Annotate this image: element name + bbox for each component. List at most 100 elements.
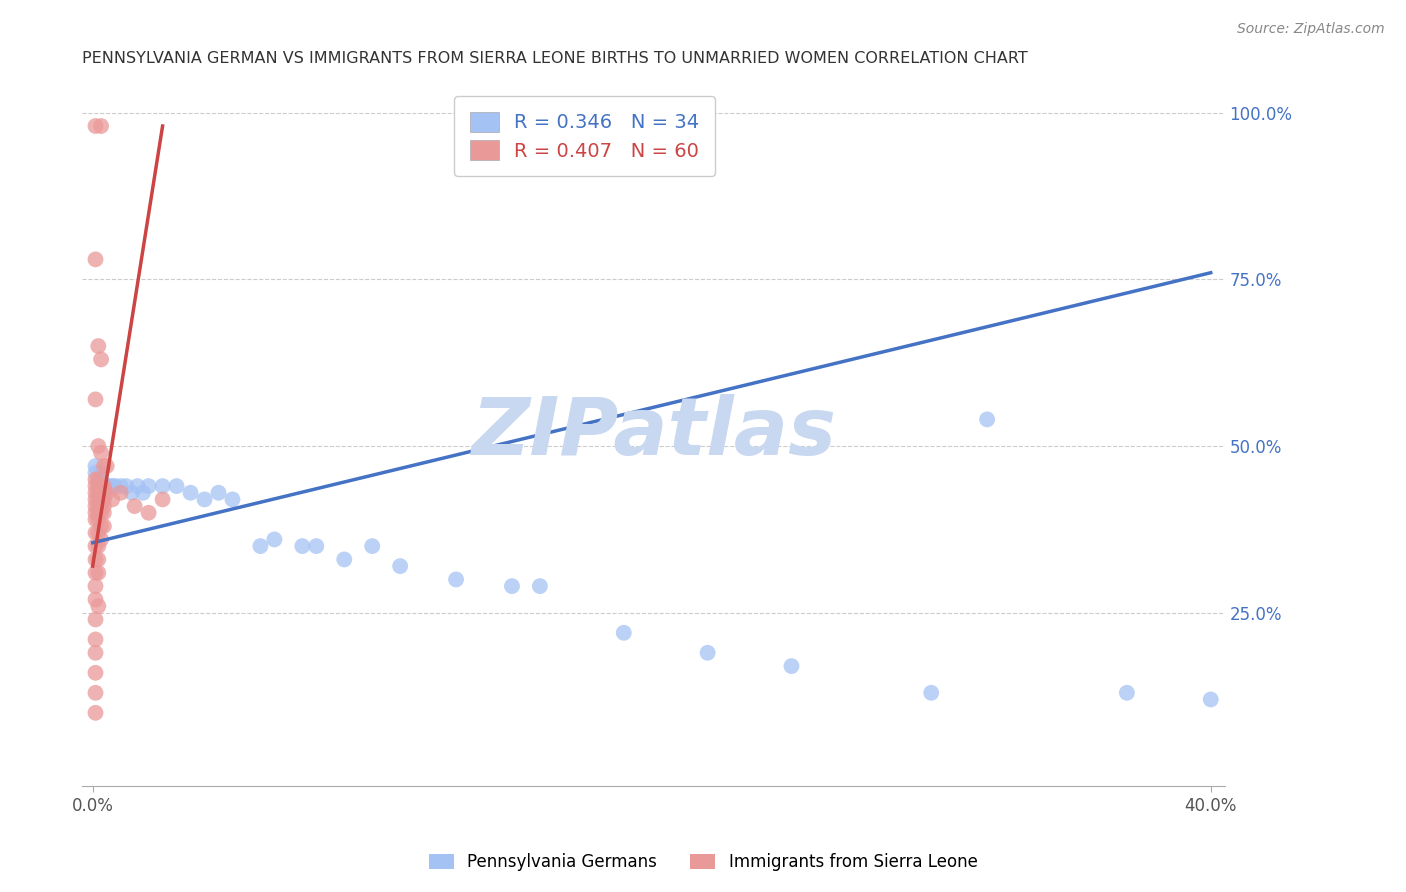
Point xyxy=(87,525,110,540)
Point xyxy=(104,479,127,493)
Point xyxy=(1199,692,1222,706)
Point xyxy=(84,686,107,700)
Point xyxy=(84,466,107,480)
Point xyxy=(166,479,188,493)
Point xyxy=(115,479,138,493)
Point xyxy=(84,665,107,680)
Point xyxy=(90,499,112,513)
Point xyxy=(84,119,107,133)
Point xyxy=(93,459,115,474)
Point xyxy=(87,339,110,353)
Point xyxy=(221,492,243,507)
Point xyxy=(444,573,467,587)
Point xyxy=(90,492,112,507)
Point xyxy=(84,632,107,647)
Point xyxy=(1115,686,1137,700)
Point xyxy=(207,485,229,500)
Point xyxy=(780,659,803,673)
Point xyxy=(93,492,115,507)
Point xyxy=(529,579,551,593)
Point xyxy=(84,566,107,580)
Point xyxy=(84,485,107,500)
Point xyxy=(84,552,107,566)
Point xyxy=(696,646,718,660)
Text: ZIPatlas: ZIPatlas xyxy=(471,393,835,472)
Point xyxy=(110,485,132,500)
Point xyxy=(501,579,523,593)
Point xyxy=(87,599,110,613)
Point xyxy=(90,506,112,520)
Point xyxy=(93,499,115,513)
Point xyxy=(101,479,124,493)
Point xyxy=(305,539,328,553)
Point xyxy=(110,479,132,493)
Point xyxy=(87,485,110,500)
Point xyxy=(90,446,112,460)
Point xyxy=(333,552,356,566)
Point xyxy=(84,706,107,720)
Point xyxy=(101,492,124,507)
Point xyxy=(138,506,160,520)
Point xyxy=(84,646,107,660)
Point xyxy=(84,512,107,526)
Text: Source: ZipAtlas.com: Source: ZipAtlas.com xyxy=(1237,22,1385,37)
Point xyxy=(87,552,110,566)
Point xyxy=(84,539,107,553)
Point xyxy=(976,412,998,426)
Point xyxy=(90,533,112,547)
Point xyxy=(87,492,110,507)
Point xyxy=(361,539,384,553)
Point xyxy=(96,479,118,493)
Point xyxy=(96,485,118,500)
Point xyxy=(84,612,107,626)
Point xyxy=(90,352,112,367)
Point xyxy=(152,492,174,507)
Point xyxy=(291,539,314,553)
Point xyxy=(249,539,271,553)
Point xyxy=(93,485,115,500)
Point xyxy=(84,592,107,607)
Point xyxy=(87,539,110,553)
Point xyxy=(613,625,636,640)
Point xyxy=(87,472,110,486)
Point xyxy=(87,506,110,520)
Point xyxy=(263,533,285,547)
Point xyxy=(389,559,412,574)
Point xyxy=(84,525,107,540)
Point xyxy=(90,485,112,500)
Point xyxy=(90,519,112,533)
Legend: Pennsylvania Germans, Immigrants from Sierra Leone: Pennsylvania Germans, Immigrants from Si… xyxy=(420,845,986,880)
Point xyxy=(84,506,107,520)
Legend: R = 0.346   N = 34, R = 0.407   N = 60: R = 0.346 N = 34, R = 0.407 N = 60 xyxy=(454,96,716,176)
Point xyxy=(84,492,107,507)
Point xyxy=(93,506,115,520)
Point xyxy=(84,472,107,486)
Point xyxy=(87,566,110,580)
Point xyxy=(127,479,149,493)
Point xyxy=(84,252,107,267)
Point xyxy=(90,472,112,486)
Point xyxy=(98,479,121,493)
Point xyxy=(90,119,112,133)
Point xyxy=(152,479,174,493)
Point xyxy=(121,485,143,500)
Point xyxy=(180,485,202,500)
Point xyxy=(138,479,160,493)
Point xyxy=(96,459,118,474)
Point xyxy=(93,479,115,493)
Point xyxy=(84,459,107,474)
Point xyxy=(132,485,155,500)
Point xyxy=(90,479,112,493)
Point xyxy=(87,439,110,453)
Point xyxy=(84,579,107,593)
Text: PENNSYLVANIA GERMAN VS IMMIGRANTS FROM SIERRA LEONE BIRTHS TO UNMARRIED WOMEN CO: PENNSYLVANIA GERMAN VS IMMIGRANTS FROM S… xyxy=(82,51,1028,66)
Point xyxy=(87,499,110,513)
Point xyxy=(920,686,942,700)
Point xyxy=(84,392,107,407)
Point xyxy=(93,519,115,533)
Point xyxy=(84,479,107,493)
Point xyxy=(193,492,215,507)
Point xyxy=(84,499,107,513)
Point xyxy=(124,499,146,513)
Point xyxy=(87,512,110,526)
